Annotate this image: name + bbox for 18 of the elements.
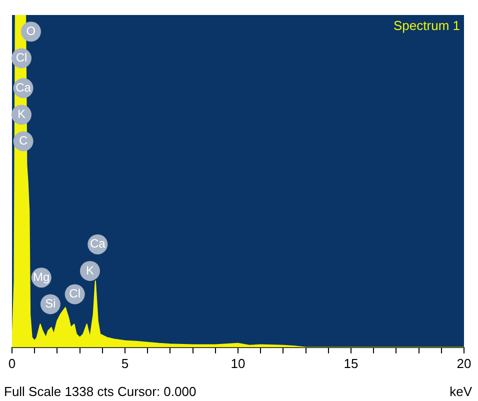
annotation: K [17, 107, 26, 122]
annotation: O [26, 24, 36, 38]
annotation: Mg [33, 270, 50, 284]
annotation: Ca [90, 236, 106, 251]
x-tick-label: 20 [456, 356, 472, 371]
annotation: K [86, 263, 94, 278]
annotation: Ca [16, 80, 32, 94]
annotation: Si [45, 296, 56, 310]
x-axis-title: keV [450, 384, 472, 399]
x-tick-label: 15 [344, 356, 358, 371]
text: Full Scale 1338 cts Cursor: 0.000 [4, 384, 196, 399]
annotation: Cl [69, 286, 80, 301]
x-tick-label: 10 [230, 356, 246, 371]
annotation: C [18, 134, 28, 148]
annotation: Cl [16, 50, 28, 65]
chart-title: Spectrum 1 [394, 18, 460, 33]
x-tick-label: 0 [8, 356, 16, 371]
x-tick-label: 5 [121, 356, 129, 371]
